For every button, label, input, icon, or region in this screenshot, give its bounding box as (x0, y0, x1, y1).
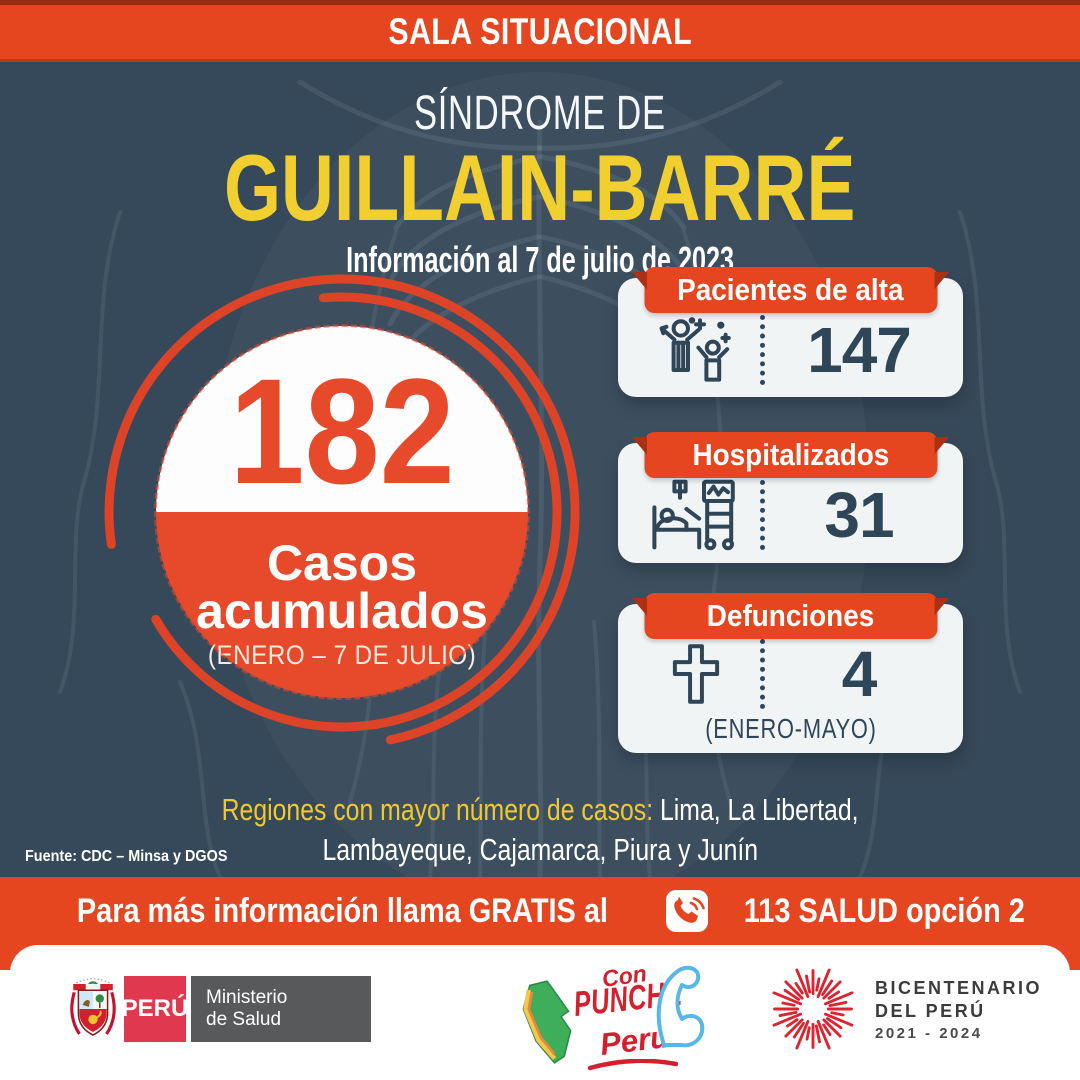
stat-value: 147 (807, 313, 912, 386)
stat-card-label: Defunciones (706, 598, 875, 633)
peru-map-icon (522, 980, 572, 1064)
header-supertitle: SÍNDROME DE (414, 87, 666, 140)
regions-highlight: Regiones con mayor número de casos: (221, 792, 654, 827)
peru-logo-box: PERÚ (121, 976, 189, 1042)
con-punche-peru-logo: Con PUNCHE Perú (508, 957, 708, 1075)
cumulative-cases-label-2: acumulados (196, 583, 488, 639)
ministry-of-health-box: Ministerio de Salud (191, 976, 371, 1042)
info-banner-text-before: Para más información llama GRATIS al (77, 891, 609, 930)
stat-card-pacientes-de-alta: Pacientes de alta (618, 267, 963, 397)
phone-icon (666, 890, 709, 932)
stat-card-label: Hospitalizados (692, 437, 889, 472)
flexing-arm-icon (656, 965, 705, 1048)
dotted-divider (760, 314, 765, 385)
bicentenario-burst (772, 968, 854, 1050)
header: SÍNDROME DE GUILLAIN-BARRÉ Información a… (0, 90, 1080, 278)
cumulative-cases-label-1: Casos (266, 535, 418, 591)
body-section: SÍNDROME DE GUILLAIN-BARRÉ Información a… (0, 62, 1080, 877)
dotted-divider (760, 638, 765, 709)
peru-coat-of-arms (70, 978, 116, 1036)
bicentenario-line-3: 2021 - 2024 (875, 1025, 983, 1042)
peru-logo-text: PERÚ (121, 995, 189, 1022)
regions-line1: Lima, La Libertad, (659, 792, 859, 827)
stat-card-defunciones: Defunciones 4 (ENERO-MAYO) (618, 593, 963, 753)
ministry-line-1: Ministerio (206, 987, 288, 1009)
bicentenario-logo: BICENTENARIO DEL PERÚ 2021 - 2024 (765, 961, 1065, 1061)
stat-card-hospitalizados: Hospitalizados (618, 432, 963, 563)
stat-value: 4 (841, 637, 878, 710)
cross-icon (672, 643, 720, 704)
bicentenario-line-2: DEL PERÚ (875, 1000, 986, 1021)
ministry-line-2: de Salud (206, 1009, 282, 1030)
dotted-divider (760, 480, 765, 550)
info-banner-text-after: 113 SALUD opción 2 (743, 891, 1025, 930)
source-text: Fuente: CDC – Minsa y DGOS (25, 848, 228, 865)
stat-note: (ENERO-MAYO) (704, 713, 877, 744)
info-banner-content: Para más información llama GRATIS al 113… (0, 877, 1080, 945)
top-banner-title: SALA SITUACIONAL (388, 11, 692, 52)
hospital-bed-icon (652, 479, 735, 551)
regions-line2: Lambayeque, Cajamarca, Piura y Junín (322, 832, 758, 868)
cumulative-cases-value: 182 (229, 347, 455, 515)
stat-value: 31 (824, 479, 894, 551)
page-title: GUILLAIN-BARRÉ (224, 135, 856, 240)
circle-swirl-decoration (104, 274, 580, 745)
logo-underline-swoosh (588, 1059, 678, 1071)
stat-card-ribbon: Defunciones (632, 593, 949, 639)
stat-card-ribbon: Pacientes de alta (632, 267, 949, 313)
cumulative-cases-circle: 182 Casos acumulados (ENERO – 7 DE JULIO… (154, 324, 530, 700)
cumulative-cases-period: (ENERO – 7 DE JULIO) (207, 640, 477, 670)
top-banner: SALA SITUACIONAL (0, 0, 1080, 62)
bicentenario-line-1: BICENTENARIO (875, 978, 1043, 998)
footer: PERÚ Ministerio de Salud Con PUNCHE Perú (10, 945, 1070, 1080)
regions-text: Regiones con mayor número de casos: Lima… (0, 790, 1080, 871)
stat-card-label: Pacientes de alta (677, 272, 904, 307)
stat-card-ribbon: Hospitalizados (632, 432, 949, 478)
celebrating-people-icon (659, 316, 731, 382)
